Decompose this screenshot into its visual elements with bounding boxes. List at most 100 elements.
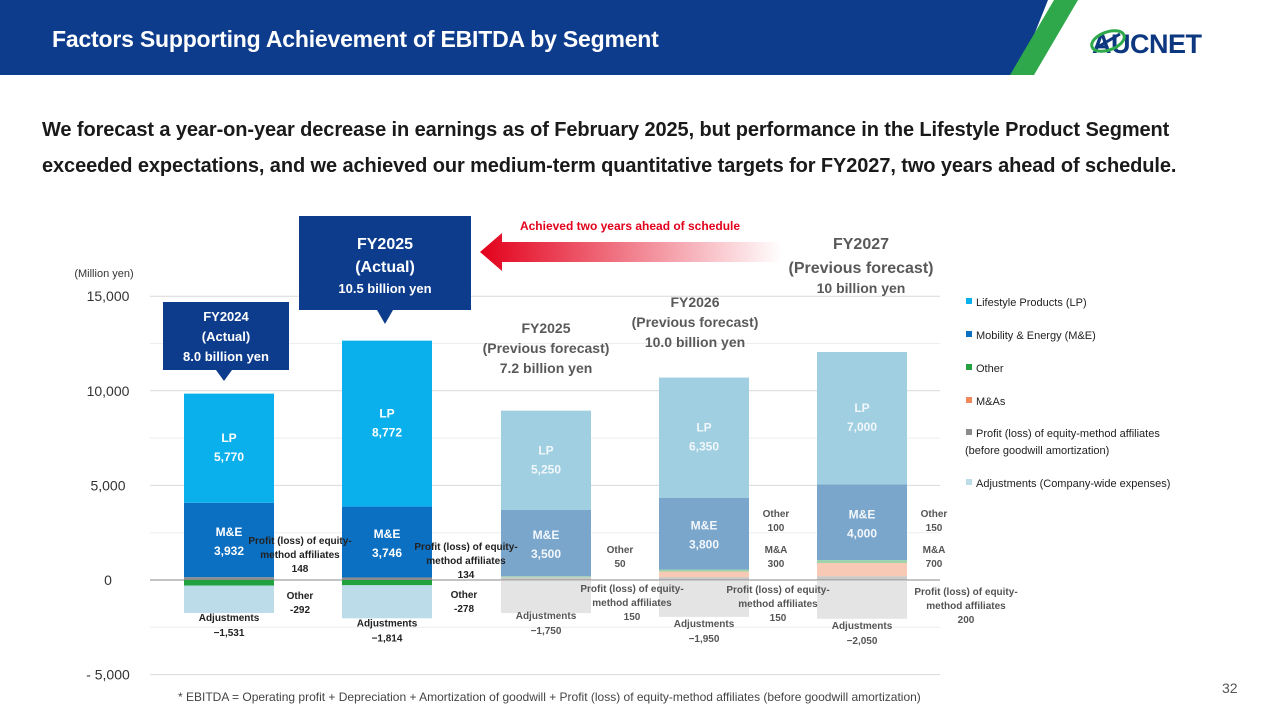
header-banner: Factors Supporting Achievement of EBITDA…: [0, 0, 1280, 75]
callout-fy2025-line-3: 10.5 billion yen: [338, 281, 431, 296]
bar-segment-other: [817, 560, 907, 563]
callout-fy2027-line-2: (Previous forecast): [789, 260, 934, 277]
equity-data-label-line-2: method affiliates: [426, 556, 506, 567]
schedule-arrow: [480, 233, 782, 271]
bar-segment-equity: [501, 577, 591, 580]
legend-swatch: [966, 364, 972, 370]
bar-segment-other: [659, 569, 749, 572]
me-data-label-line-1: M&E: [216, 525, 243, 539]
adjustments-data-label-line-1: Adjustments: [674, 619, 735, 630]
equity-data-label-line-3: 200: [958, 615, 975, 626]
bar-segment-adjustments: [184, 585, 274, 613]
headline: We forecast a year-on-year decrease in e…: [42, 112, 1252, 184]
bar-segment-adjustments: [817, 580, 907, 619]
lp-data-label-line-2: 5,770: [214, 450, 244, 464]
lp-data-label-line-1: LP: [221, 431, 236, 445]
bar-segment-other: [342, 580, 432, 586]
other-data-label-line-1: Other: [921, 509, 948, 520]
callout-fy2024-line-3: 8.0 billion yen: [183, 349, 269, 364]
equity-data-label-line-1: Profit (loss) of equity-: [914, 587, 1017, 598]
page-number: 32: [1222, 680, 1238, 696]
callout-fy2026-forecast-line-1: FY2026: [670, 294, 719, 310]
bar-segment-me: [184, 502, 274, 578]
unit-label: (Million yen): [74, 268, 133, 280]
arrow-label: Achieved two years ahead of schedule: [520, 219, 740, 233]
adjustments-data-label-line-1: Adjustments: [357, 618, 418, 629]
header-background: [0, 0, 1078, 75]
legend-item: M&As: [976, 396, 1006, 408]
bar-segment-lp: [342, 340, 432, 507]
callout-fy2024-line-1: FY2024: [203, 309, 249, 324]
legend-swatch: [966, 331, 972, 337]
me-data-label-line-1: M&E: [691, 519, 718, 533]
company-logo: AUCNET: [1088, 29, 1202, 60]
me-data-label-line-1: M&E: [533, 528, 560, 542]
bar-segment-lp: [501, 410, 591, 510]
equity-data-label-line-3: 150: [770, 613, 787, 624]
adjustments-data-label-line-1: Adjustments: [516, 611, 577, 622]
callout-fy2027-line-3: 10 billion yen: [817, 280, 906, 296]
leaf-logo-icon: [1090, 29, 1126, 53]
lp-data-label-line-2: 7,000: [847, 420, 877, 434]
callout-fy2025-line-2: (Actual): [355, 259, 415, 276]
other-data-label-line-2: 150: [926, 523, 943, 534]
bar-segment-equity: [184, 577, 274, 580]
lp-data-label-line-1: LP: [379, 407, 394, 421]
legend-item: Profit (loss) of equity-method affiliate…: [976, 428, 1160, 440]
me-data-label-line-2: 3,746: [372, 546, 402, 560]
lp-data-label-line-1: LP: [538, 443, 553, 457]
callout-fy2026-forecast-line-2: (Previous forecast): [632, 314, 759, 330]
legend-swatch: [966, 298, 972, 304]
headline-line-2: exceeded expectations, and we achieved o…: [42, 155, 1177, 177]
equity-data-label-line-1: Profit (loss) of equity-: [414, 542, 517, 553]
equity-data-label-line-2: method affiliates: [592, 598, 672, 609]
legend-item: Other: [976, 363, 1004, 375]
y-tick-label: 0: [104, 572, 112, 588]
adjustments-data-label-line-2: −1,531: [214, 628, 245, 639]
callout-fy2024-line-2: (Actual): [202, 329, 250, 344]
adjustments-data-label-line-1: Adjustments: [199, 613, 260, 624]
callout-fy2025-forecast-line-1: FY2025: [521, 320, 570, 336]
me-data-label-line-1: M&E: [374, 527, 401, 541]
bar-segment-other: [501, 576, 591, 578]
page-title: Factors Supporting Achievement of EBITDA…: [52, 26, 659, 52]
legend-item: Lifestyle Products (LP): [976, 297, 1087, 309]
y-tick-label: 15,000: [87, 288, 130, 304]
legend-swatch: [966, 397, 972, 403]
other-data-label-line-2: -278: [454, 604, 474, 615]
bar-segment-me: [501, 509, 591, 577]
bar-segment-lp: [817, 352, 907, 485]
legend-swatch: [966, 479, 972, 485]
y-tick-label: 10,000: [87, 383, 130, 399]
adjustments-data-label-line-2: −1,814: [372, 633, 403, 644]
legend-item: (before goodwill amortization): [965, 445, 1109, 457]
legend-item: Mobility & Energy (M&E): [976, 330, 1096, 342]
bar-segment-equity: [817, 576, 907, 580]
callout-fy2027-line-1: FY2027: [833, 236, 889, 253]
callout-fy2026-forecast-line-3: 10.0 billion yen: [645, 334, 745, 350]
equity-data-label-line-3: 148: [292, 564, 309, 575]
equity-data-label-line-3: 134: [458, 570, 475, 581]
equity-data-label-line-2: method affiliates: [738, 599, 818, 610]
bar-segment-me: [659, 497, 749, 570]
bar-segment-lp: [184, 393, 274, 503]
bar-segment-adjustments: [501, 580, 591, 614]
headline-line-1: We forecast a year-on-year decrease in e…: [42, 119, 1170, 141]
equity-data-label-line-3: 150: [624, 612, 641, 623]
bar-segment-me: [342, 506, 432, 578]
bar-segment-equity: [659, 577, 749, 580]
equity-data-label-line-1: Profit (loss) of equity-: [580, 584, 683, 595]
me-data-label-line-2: 3,800: [689, 538, 719, 552]
other-data-label-line-2: -292: [290, 605, 310, 616]
other-data-label-line-1: Other: [451, 590, 478, 601]
me-data-label-line-2: 3,500: [531, 547, 561, 561]
ma-data-label-line-1: M&A: [923, 545, 946, 556]
me-data-label-line-2: 4,000: [847, 526, 877, 540]
bar-segment-ma: [817, 562, 907, 577]
legend-swatch: [966, 429, 972, 435]
bar-segment-lp: [659, 377, 749, 498]
lp-data-label-line-1: LP: [854, 401, 869, 415]
bar-segment-ma: [659, 571, 749, 578]
equity-data-label-line-2: method affiliates: [260, 550, 340, 561]
